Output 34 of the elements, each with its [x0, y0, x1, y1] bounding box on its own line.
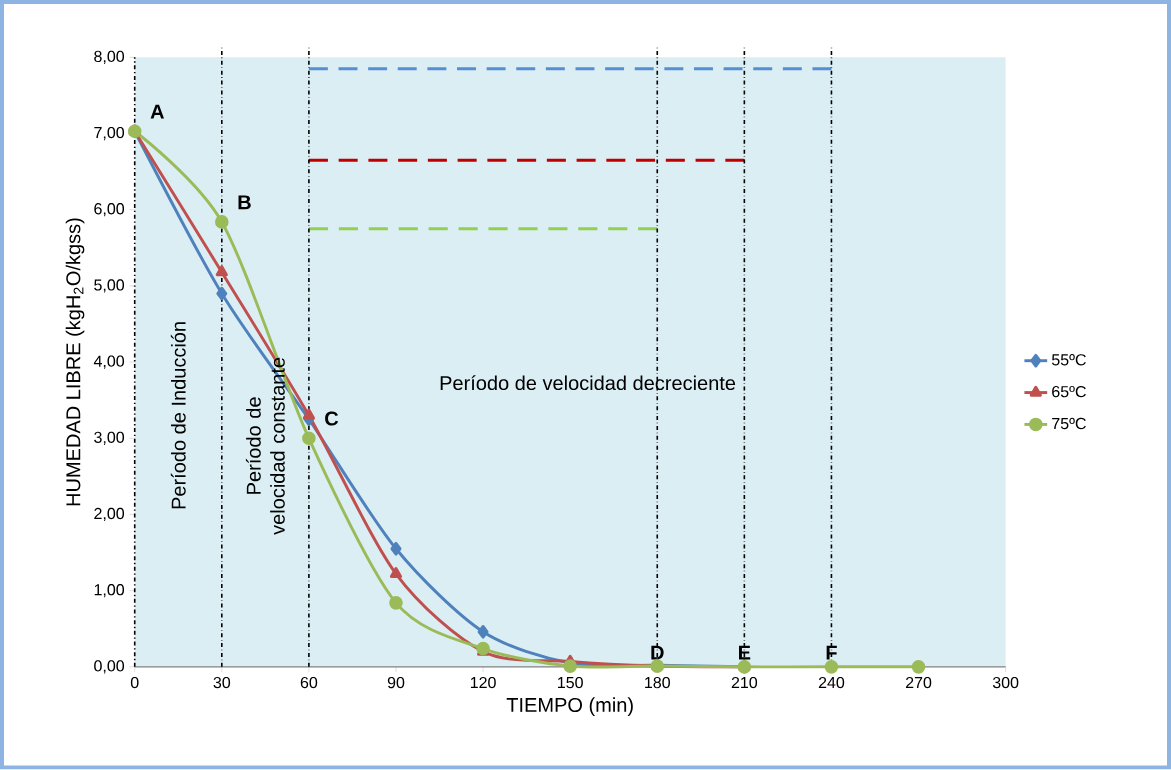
- x-axis-title: TIEMPO (min): [506, 697, 633, 717]
- y-tick-label: 0,00: [94, 660, 125, 674]
- annotation: C: [325, 411, 339, 426]
- annotation: F: [826, 645, 837, 660]
- x-tick-label: 210: [731, 677, 758, 689]
- annotation: E: [739, 645, 751, 660]
- y-tick-label: 5,00: [94, 279, 125, 293]
- x-tick-label: 270: [905, 677, 932, 689]
- x-tick-label: 180: [645, 677, 670, 689]
- legend-label: 65ºC: [1052, 386, 1086, 398]
- annotation: A: [150, 105, 165, 119]
- y-tick-label: 3,00: [94, 431, 125, 446]
- y-tick-label: 2,00: [94, 508, 125, 522]
- x-tick-label: 0: [130, 677, 139, 689]
- annotation: Período de Inducción: [170, 322, 186, 509]
- annotation: Período de velocidad constante: [245, 358, 285, 536]
- y-axis-title: HUMEDAD LIBRE (kgH$_{2}$O/kgss): [65, 218, 85, 506]
- x-tick-label: 300: [992, 677, 1019, 689]
- legend-label: 55ºC: [1051, 354, 1086, 366]
- y-tick-label: 7,00: [94, 127, 125, 141]
- annotation: Período de velocidad decreciente: [440, 375, 736, 391]
- legend-label: 75ºC: [1052, 418, 1086, 430]
- x-tick-label: 90: [387, 677, 405, 689]
- y-tick-label: 4,00: [93, 355, 125, 369]
- y-tick-label: 1,00: [94, 584, 125, 598]
- x-tick-label: 150: [558, 677, 583, 689]
- x-tick-label: 60: [300, 677, 318, 689]
- y-tick-label: 6,00: [94, 203, 125, 217]
- x-tick-label: 120: [470, 677, 496, 689]
- annotation: D: [651, 645, 664, 660]
- x-tick-label: 30: [213, 677, 231, 689]
- y-tick-label: 8,00: [94, 50, 125, 65]
- annotation: B: [238, 195, 251, 210]
- x-tick-label: 240: [818, 677, 845, 689]
